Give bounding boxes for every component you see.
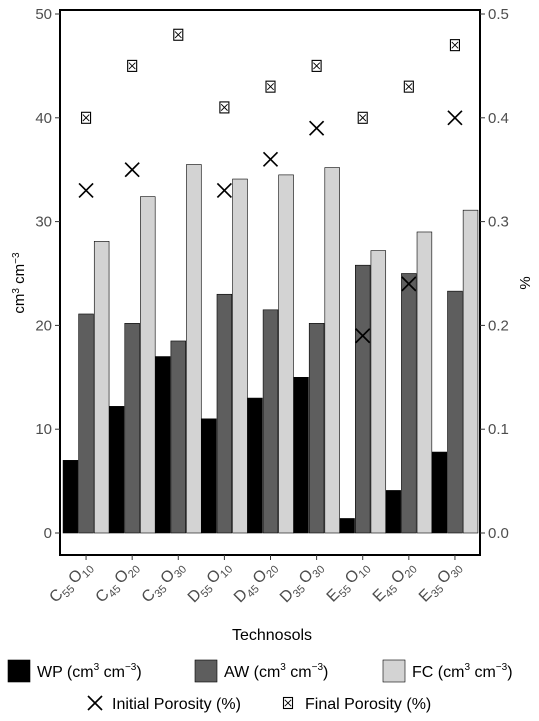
bar-fc-6 [370, 250, 387, 534]
legend-swatch-wp [7, 659, 31, 683]
bar-wp-1 [108, 406, 125, 534]
point-final-porosity-5 [311, 59, 322, 72]
point-final-porosity-4 [265, 80, 276, 93]
legend-item-final-porosity: Final Porosity (%) [282, 696, 431, 713]
point-final-porosity-2 [173, 28, 184, 41]
bar-fc-7 [416, 231, 433, 534]
plot-area [62, 28, 479, 534]
legend: WP (cm3 cm−3) AW (cm3 cm−3) FC (cm3 cm−3) I… [7, 659, 513, 713]
bar-aw-0 [78, 313, 94, 534]
legend-item-fc: FC (cm3 cm−3) [382, 659, 513, 683]
y-left-tick-label-2: 20 [35, 317, 52, 334]
bar-wp-0 [62, 460, 79, 534]
bar-aw-6 [355, 264, 371, 534]
bar-wp-8 [431, 451, 448, 534]
bar-wp-5 [293, 376, 309, 534]
legend-label-aw: AW (cm3 cm−3) [224, 662, 328, 681]
bar-aw-3 [216, 293, 233, 534]
legend-marker-initial-porosity [87, 695, 103, 711]
bar-fc-8 [462, 209, 479, 534]
bar-fc-1 [140, 196, 156, 534]
point-initial-porosity-0 [78, 182, 94, 199]
y-right-tick-label-1: 0.1 [488, 421, 509, 438]
x-tick-label-8: E35O30 [416, 558, 466, 608]
x-tick-label-6: E55O10 [324, 558, 374, 608]
point-final-porosity-0 [81, 111, 92, 124]
bar-fc-0 [93, 241, 110, 534]
point-final-porosity-6 [357, 111, 368, 124]
x-tick-label-1: C45O20 [93, 558, 144, 609]
y-left-tick-label-4: 40 [35, 110, 52, 127]
bar-fc-2 [186, 164, 202, 534]
bar-wp-3 [201, 418, 217, 534]
legend-marker-final-porosity [282, 696, 294, 710]
bar-aw-8 [447, 290, 463, 534]
legend-label-fc: FC (cm3 cm−3) [412, 662, 513, 681]
x-tick-label-0: C55O10 [46, 558, 97, 609]
y-right-axis-label: % [517, 276, 534, 289]
y-right-tick-label-4: 0.4 [488, 110, 509, 127]
bar-aw-2 [170, 340, 186, 534]
point-initial-porosity-8 [447, 110, 463, 126]
legend-swatch-fc [382, 659, 406, 683]
bar-fc-4 [278, 174, 294, 534]
bar-aw-1 [124, 323, 140, 534]
y-left-tick-label-3: 30 [35, 214, 52, 231]
legend-item-initial-porosity: Initial Porosity (%) [87, 695, 241, 713]
x-tick-label-2: C35O30 [139, 558, 190, 609]
y-left-tick-label-0: 0 [44, 525, 52, 542]
x-tick-label-7: E45O20 [370, 558, 420, 608]
x-axis-label: Technosols [232, 627, 312, 644]
y-left-axis-label: cm3 cm−3 [11, 252, 29, 314]
x-tick-label-4: D45O20 [231, 558, 282, 609]
point-final-porosity-3 [219, 101, 230, 114]
point-initial-porosity-6 [355, 328, 371, 344]
bar-aw-7 [401, 273, 417, 534]
y-right-tick-label-0: 0.0 [488, 525, 509, 542]
bar-aw-4 [262, 309, 279, 534]
y-right-tick-label-3: 0.3 [488, 214, 509, 231]
legend-label-final-porosity: Final Porosity (%) [305, 696, 431, 713]
point-initial-porosity-7 [401, 276, 417, 292]
point-initial-porosity-4 [262, 151, 279, 167]
y-right-tick-label-5: 0.5 [488, 6, 509, 23]
point-final-porosity-7 [403, 80, 414, 93]
point-initial-porosity-5 [309, 120, 325, 136]
legend-item-aw: AW (cm3 cm−3) [194, 659, 328, 683]
bar-wp-2 [154, 356, 171, 534]
bar-wp-4 [247, 397, 263, 534]
legend-item-wp: WP (cm3 cm−3) [7, 659, 142, 683]
legend-label-initial-porosity: Initial Porosity (%) [112, 696, 241, 713]
bar-wp-7 [385, 490, 401, 534]
x-tick-label-5: D35O30 [277, 558, 328, 609]
y-right-tick-label-2: 0.2 [488, 317, 509, 334]
legend-swatch-aw [194, 659, 218, 683]
point-final-porosity-1 [127, 59, 138, 72]
bar-fc-3 [232, 178, 248, 534]
point-final-porosity-8 [449, 39, 460, 52]
bar-wp-6 [339, 518, 355, 534]
bar-aw-5 [308, 323, 325, 534]
x-tick-label-3: D55O10 [185, 558, 236, 609]
bar-fc-5 [324, 167, 340, 534]
point-initial-porosity-1 [124, 162, 140, 178]
point-initial-porosity-3 [216, 182, 232, 199]
y-left-tick-label-1: 10 [35, 421, 52, 438]
legend-label-wp: WP (cm3 cm−3) [37, 662, 142, 681]
y-left-tick-label-5: 50 [35, 6, 52, 23]
